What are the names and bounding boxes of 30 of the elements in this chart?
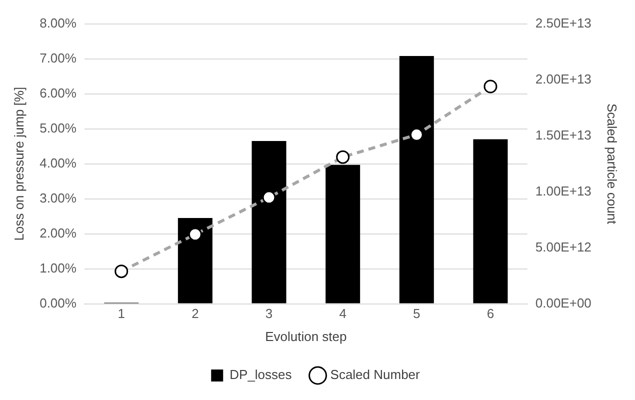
- y2-tick-label: 2.50E+13: [535, 15, 592, 30]
- bar: [399, 56, 434, 304]
- y2-tick-label: 5.00E+12: [535, 239, 592, 254]
- y-tick-label: 5.00%: [40, 120, 77, 136]
- x-axis-title: Evolution step: [265, 328, 347, 344]
- x-tick-label: 5: [413, 306, 420, 322]
- y-axis-title: Loss on pressure jump [%]: [11, 86, 26, 241]
- y-tick-label: 2.00%: [40, 225, 77, 240]
- x-tick-label: 2: [192, 306, 199, 322]
- y2-tick-label: 1.00E+13: [535, 183, 592, 198]
- legend-label: Scaled Number: [330, 367, 421, 382]
- bar: [473, 139, 508, 304]
- y-tick-label: 8.00%: [40, 15, 77, 30]
- y2-axis-title: Scaled particle count: [604, 103, 620, 225]
- y2-tick-label: 1.50E+13: [535, 127, 592, 142]
- y-tick-label: 4.00%: [40, 155, 77, 170]
- y2-tick-label: 0.00E+00: [535, 295, 592, 310]
- x-tick-label: 4: [339, 306, 346, 322]
- x-tick-label: 6: [486, 306, 494, 322]
- y-tick-label: 0.00%: [40, 295, 77, 310]
- bar: [178, 218, 212, 304]
- y-tick-label: 3.00%: [40, 190, 77, 206]
- y-tick-label: 7.00%: [40, 50, 77, 66]
- y-tick-label: 6.00%: [40, 85, 77, 100]
- legend-label: DP_losses: [230, 367, 292, 382]
- x-tick-label: 1: [118, 306, 125, 322]
- y-tick-label: 1.00%: [40, 260, 77, 276]
- bar: [252, 141, 286, 304]
- y2-tick-label: 2.00E+13: [535, 71, 592, 86]
- x-tick-label: 3: [265, 306, 273, 322]
